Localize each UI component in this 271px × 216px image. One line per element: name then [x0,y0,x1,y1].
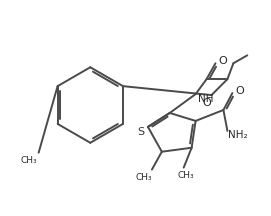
Text: S: S [137,127,144,137]
Text: O: O [235,86,244,96]
Text: CH₃: CH₃ [136,173,152,182]
Text: CH₃: CH₃ [177,171,194,180]
Text: NH₂: NH₂ [228,130,247,140]
Text: O: O [218,56,227,66]
Text: O: O [202,98,211,108]
Text: NH: NH [198,94,213,104]
Text: CH₃: CH₃ [20,156,37,165]
